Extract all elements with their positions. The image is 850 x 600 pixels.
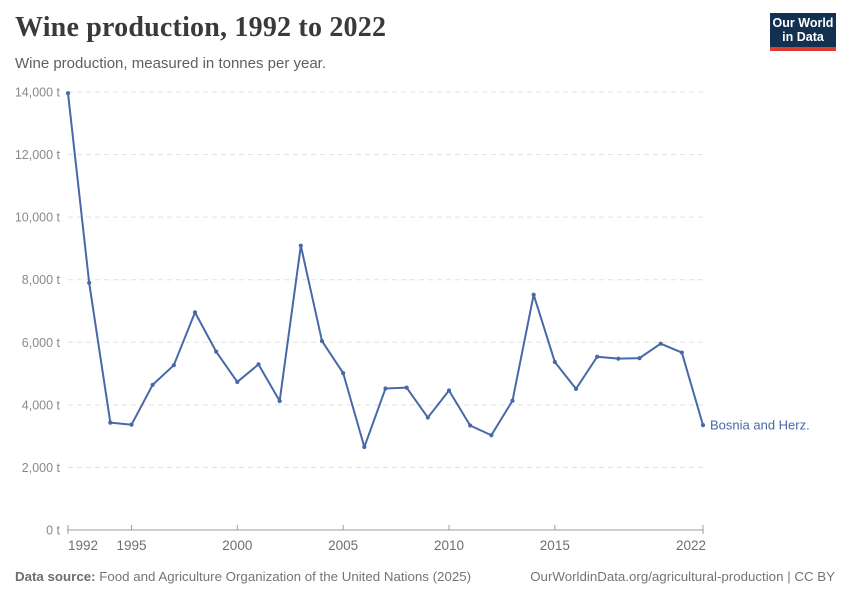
- data-source-note: Data source: Food and Agriculture Organi…: [15, 569, 471, 584]
- data-point-marker: [65, 91, 71, 96]
- y-axis-tick-label: 8,000 t: [22, 273, 61, 287]
- y-axis-tick-label: 14,000 t: [15, 86, 61, 100]
- x-axis-tick-label: 2005: [328, 538, 358, 553]
- page-subtitle: Wine production, measured in tonnes per …: [15, 55, 327, 72]
- owid-url-link[interactable]: OurWorldinData.org/agricultural-producti…: [530, 569, 784, 584]
- series-line: [67, 92, 704, 449]
- data-point-marker: [531, 292, 536, 297]
- data-point-marker: [404, 385, 409, 390]
- data-point-marker: [108, 420, 113, 425]
- data-source-text: Food and Agriculture Organization of the…: [99, 569, 472, 584]
- x-axis-tick-label: 2022: [676, 538, 706, 553]
- data-point-marker: [171, 363, 176, 368]
- data-point-marker: [510, 398, 515, 403]
- y-axis-tick-label: 6,000 t: [22, 336, 61, 350]
- y-axis-tick-label: 2,000 t: [22, 461, 61, 475]
- series-end-label: Bosnia and Herz.: [710, 418, 810, 433]
- data-point-marker: [192, 310, 198, 315]
- data-point-marker: [87, 280, 92, 285]
- data-point-marker: [150, 382, 155, 387]
- data-point-marker: [468, 423, 473, 428]
- data-point-marker: [256, 362, 261, 367]
- data-point-marker: [637, 356, 642, 361]
- data-point-marker: [383, 386, 388, 391]
- data-point-marker: [700, 423, 706, 428]
- footer-separator: |: [787, 569, 791, 584]
- data-point-marker: [573, 386, 579, 391]
- x-axis-tick-label: 1995: [116, 538, 146, 553]
- data-point-marker: [616, 356, 621, 361]
- data-point-marker: [446, 388, 452, 393]
- data-point-marker: [489, 433, 494, 438]
- data-point-marker: [235, 379, 240, 385]
- data-point-marker: [298, 243, 303, 248]
- data-point-marker: [341, 371, 346, 376]
- x-axis-tick-label: 1992: [68, 538, 98, 553]
- data-point-marker: [658, 341, 663, 346]
- data-point-marker: [552, 359, 557, 365]
- x-axis-tick-label: 2010: [434, 538, 464, 553]
- y-axis-tick-label: 4,000 t: [22, 398, 61, 412]
- owid-logo[interactable]: Our World in Data: [770, 13, 836, 51]
- data-point-marker: [129, 422, 134, 427]
- y-axis-tick-label: 10,000 t: [15, 211, 61, 225]
- owid-logo-text-line1: Our World: [772, 15, 834, 30]
- owid-logo-text-line2: in Data: [782, 30, 824, 44]
- data-point-marker: [277, 398, 282, 404]
- data-point-marker: [214, 349, 219, 354]
- x-axis-tick-label: 2015: [540, 538, 570, 553]
- data-point-marker: [362, 444, 367, 450]
- data-point-marker: [679, 350, 684, 355]
- license-text: CC BY: [794, 569, 835, 584]
- data-point-marker: [595, 354, 600, 359]
- data-point-marker: [319, 338, 325, 344]
- x-axis-tick-label: 2000: [222, 538, 252, 553]
- data-point-marker: [425, 415, 430, 420]
- page-title: Wine production, 1992 to 2022: [15, 12, 387, 43]
- y-axis-tick-label: 0 t: [46, 524, 60, 538]
- footer-attribution: OurWorldinData.org/agricultural-producti…: [530, 569, 835, 584]
- y-axis-tick-label: 12,000 t: [15, 148, 61, 162]
- chart-footer: Data source: Food and Agriculture Organi…: [15, 569, 835, 584]
- data-source-label: Data source:: [15, 569, 96, 584]
